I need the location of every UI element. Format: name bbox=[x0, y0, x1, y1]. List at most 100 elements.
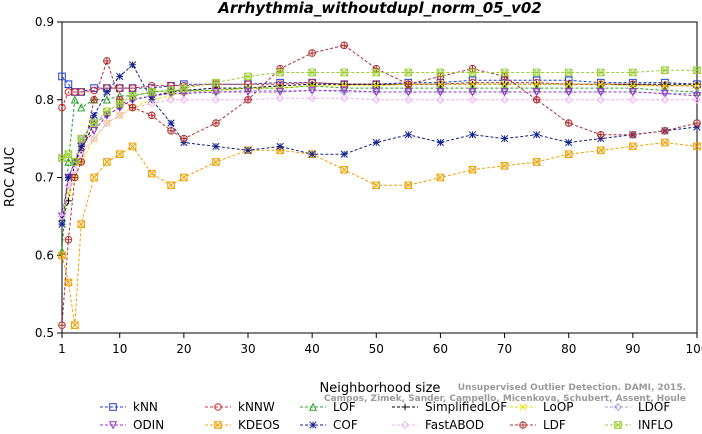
x-axis-label: Neighborhood size bbox=[320, 381, 441, 396]
legend-label: LDF bbox=[543, 418, 566, 432]
data-point bbox=[103, 107, 111, 116]
data-point bbox=[147, 99, 156, 108]
legend-label: LoOP bbox=[543, 400, 574, 414]
data-point bbox=[167, 181, 175, 190]
data-point bbox=[308, 82, 316, 90]
data-point bbox=[628, 88, 637, 97]
data-point bbox=[468, 64, 477, 73]
data-point bbox=[629, 82, 637, 90]
data-point bbox=[244, 146, 252, 154]
data-point bbox=[340, 94, 349, 103]
data-point bbox=[532, 80, 541, 88]
data-point bbox=[404, 95, 413, 104]
data-point bbox=[179, 95, 188, 104]
series-kdeos bbox=[58, 138, 701, 330]
data-point bbox=[340, 165, 349, 174]
data-point bbox=[596, 146, 605, 155]
data-point bbox=[64, 80, 73, 89]
data-point bbox=[180, 84, 188, 92]
data-point bbox=[468, 131, 477, 139]
data-point bbox=[372, 68, 381, 77]
data-point bbox=[661, 82, 669, 90]
data-point bbox=[276, 86, 285, 95]
data-point bbox=[532, 95, 541, 104]
data-point bbox=[564, 95, 573, 104]
data-point bbox=[308, 86, 317, 95]
data-point bbox=[179, 89, 188, 98]
data-point bbox=[58, 72, 66, 81]
data-point bbox=[115, 99, 124, 108]
series-line bbox=[61, 141, 698, 326]
legend-item: kNNW bbox=[205, 400, 275, 414]
data-point bbox=[629, 130, 637, 139]
legend-marker bbox=[401, 403, 409, 411]
data-point bbox=[693, 82, 701, 90]
data-point bbox=[147, 88, 156, 96]
data-point bbox=[693, 66, 701, 75]
data-point bbox=[89, 127, 99, 136]
data-point bbox=[500, 72, 509, 81]
data-point bbox=[661, 66, 669, 75]
data-point bbox=[102, 95, 112, 104]
series-fastabod bbox=[57, 94, 702, 221]
data-point bbox=[128, 103, 137, 112]
legend-label: FastABOD bbox=[425, 418, 484, 432]
x-tick-label: 100 bbox=[686, 342, 702, 356]
legend-marker bbox=[308, 402, 318, 411]
x-tick-label: 70 bbox=[497, 342, 512, 356]
data-point bbox=[340, 82, 348, 90]
x-tick-label: 60 bbox=[433, 342, 448, 356]
data-point bbox=[340, 68, 349, 77]
data-point bbox=[276, 64, 284, 73]
legend-marker bbox=[214, 403, 222, 411]
series-line bbox=[61, 83, 697, 225]
watermark-line-2: Campos, Zimek, Sander, Campello, Micenko… bbox=[324, 394, 686, 404]
data-point bbox=[468, 68, 477, 77]
legend-marker bbox=[613, 402, 623, 412]
legend-item: INFLO bbox=[605, 418, 673, 432]
legend-item: FastABOD bbox=[392, 418, 484, 432]
series-line bbox=[61, 82, 697, 108]
data-point bbox=[71, 158, 79, 166]
data-point bbox=[692, 95, 702, 104]
data-point bbox=[116, 72, 124, 81]
x-tick-label: 20 bbox=[176, 342, 191, 356]
legend-item: ODIN bbox=[100, 418, 164, 432]
data-point bbox=[340, 150, 348, 158]
y-tick-label: 0.7 bbox=[35, 171, 54, 185]
data-point bbox=[180, 134, 188, 143]
data-point bbox=[628, 95, 637, 104]
data-point bbox=[64, 181, 73, 190]
legend-marker bbox=[108, 421, 118, 430]
data-point bbox=[532, 88, 541, 97]
y-axis-label: ROC AUC bbox=[3, 147, 18, 207]
data-point bbox=[661, 138, 669, 147]
data-point bbox=[564, 68, 573, 77]
legend-item: KDEOS bbox=[205, 418, 280, 432]
legend-item: LDF bbox=[510, 418, 566, 432]
data-point bbox=[436, 83, 445, 92]
data-point bbox=[90, 134, 99, 143]
data-point bbox=[596, 88, 605, 97]
data-point bbox=[340, 41, 349, 50]
data-point bbox=[128, 142, 137, 151]
data-point bbox=[102, 119, 111, 128]
data-point bbox=[115, 150, 124, 158]
x-tick-label: 40 bbox=[305, 342, 320, 356]
data-point bbox=[167, 95, 176, 104]
data-point bbox=[404, 80, 413, 88]
data-point bbox=[436, 88, 445, 97]
data-point bbox=[308, 150, 316, 158]
data-point bbox=[564, 83, 573, 92]
data-point bbox=[468, 165, 477, 174]
y-tick-label: 0.5 bbox=[35, 326, 54, 340]
data-point bbox=[64, 278, 73, 287]
data-point bbox=[167, 127, 175, 135]
data-point bbox=[596, 95, 605, 104]
data-point bbox=[212, 78, 220, 87]
data-point bbox=[404, 83, 413, 92]
data-point bbox=[404, 88, 413, 97]
series-line bbox=[61, 69, 697, 164]
data-point bbox=[70, 95, 79, 104]
data-point bbox=[275, 88, 285, 97]
